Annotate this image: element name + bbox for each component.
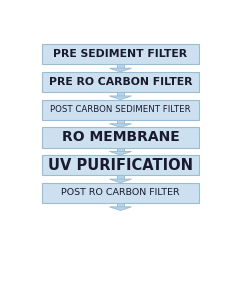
Polygon shape <box>110 68 131 72</box>
FancyBboxPatch shape <box>117 64 124 68</box>
Polygon shape <box>110 207 131 210</box>
FancyBboxPatch shape <box>117 203 124 207</box>
FancyBboxPatch shape <box>42 44 199 64</box>
FancyBboxPatch shape <box>117 120 124 124</box>
Polygon shape <box>110 152 131 155</box>
Polygon shape <box>110 179 131 183</box>
Polygon shape <box>110 96 131 100</box>
FancyBboxPatch shape <box>42 155 199 175</box>
Text: PRE RO CARBON FILTER: PRE RO CARBON FILTER <box>49 77 192 87</box>
Text: RO MEMBRANE: RO MEMBRANE <box>62 130 179 144</box>
Text: POST RO CARBON FILTER: POST RO CARBON FILTER <box>61 188 180 197</box>
Text: UV PURIFICATION: UV PURIFICATION <box>48 158 193 172</box>
FancyBboxPatch shape <box>117 175 124 179</box>
FancyBboxPatch shape <box>42 72 199 92</box>
FancyBboxPatch shape <box>117 148 124 152</box>
Text: PRE SEDIMENT FILTER: PRE SEDIMENT FILTER <box>53 49 188 59</box>
Text: POST CARBON SEDIMENT FILTER: POST CARBON SEDIMENT FILTER <box>50 105 191 114</box>
FancyBboxPatch shape <box>117 92 124 96</box>
Polygon shape <box>110 124 131 127</box>
FancyBboxPatch shape <box>42 183 199 203</box>
FancyBboxPatch shape <box>42 100 199 120</box>
FancyBboxPatch shape <box>42 127 199 148</box>
